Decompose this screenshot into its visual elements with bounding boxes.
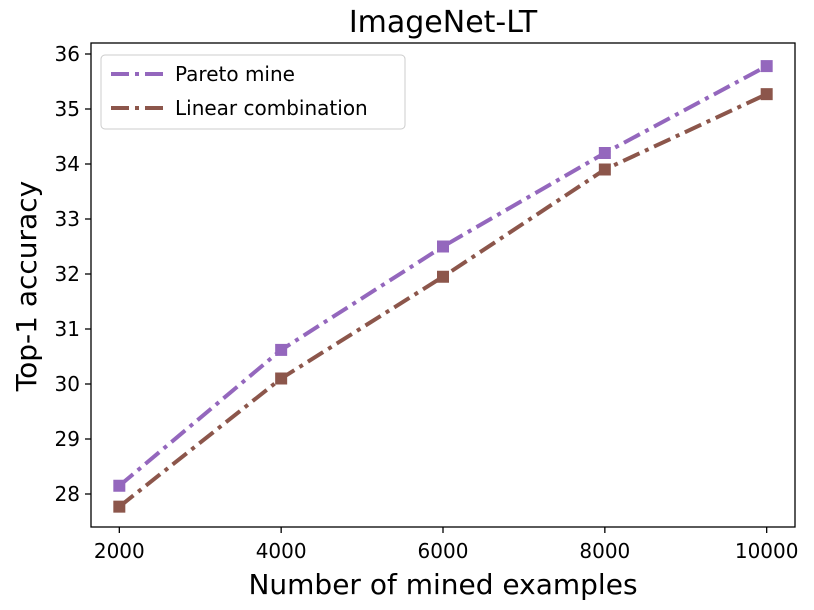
chart-title: ImageNet-LT bbox=[349, 5, 538, 40]
series-line-1 bbox=[118, 64, 768, 488]
x-axis-label: Number of mined examples bbox=[248, 568, 637, 601]
y-axis: 28 29 30 31 32 33 34 35 36 bbox=[55, 42, 91, 506]
x-axis: 2000 4000 6000 8000 10000 bbox=[94, 527, 799, 563]
y-tick-label: 31 bbox=[55, 317, 80, 341]
data-point bbox=[113, 500, 126, 513]
data-point bbox=[760, 88, 773, 101]
legend-box bbox=[100, 54, 406, 130]
series-line-2 bbox=[118, 92, 768, 509]
plot-area bbox=[113, 60, 773, 513]
data-point bbox=[437, 270, 449, 283]
y-tick-label: 28 bbox=[55, 482, 80, 506]
y-tick-label: 32 bbox=[55, 262, 80, 286]
data-point bbox=[113, 479, 126, 492]
data-point bbox=[760, 60, 773, 73]
y-tick-label: 35 bbox=[55, 97, 80, 121]
legend: Pareto mine Linear combination bbox=[100, 54, 406, 130]
x-tick-label: 8000 bbox=[579, 539, 630, 563]
x-tick-label: 10000 bbox=[735, 539, 799, 563]
y-tick-label: 33 bbox=[55, 207, 80, 231]
data-point bbox=[598, 163, 611, 176]
y-axis-label: Top-1 accuracy bbox=[10, 181, 43, 392]
data-point bbox=[275, 343, 288, 356]
legend-label: Linear combination bbox=[175, 96, 368, 120]
x-tick-label: 6000 bbox=[418, 539, 469, 563]
data-point bbox=[437, 240, 449, 253]
x-tick-label: 4000 bbox=[256, 539, 307, 563]
legend-label: Pareto mine bbox=[175, 62, 295, 86]
y-tick-label: 29 bbox=[55, 427, 80, 451]
data-point bbox=[598, 147, 611, 159]
y-tick-label: 36 bbox=[55, 42, 80, 66]
data-point bbox=[275, 372, 288, 385]
y-tick-label: 30 bbox=[55, 372, 80, 396]
y-tick-label: 34 bbox=[55, 152, 80, 176]
x-tick-label: 2000 bbox=[94, 539, 145, 563]
